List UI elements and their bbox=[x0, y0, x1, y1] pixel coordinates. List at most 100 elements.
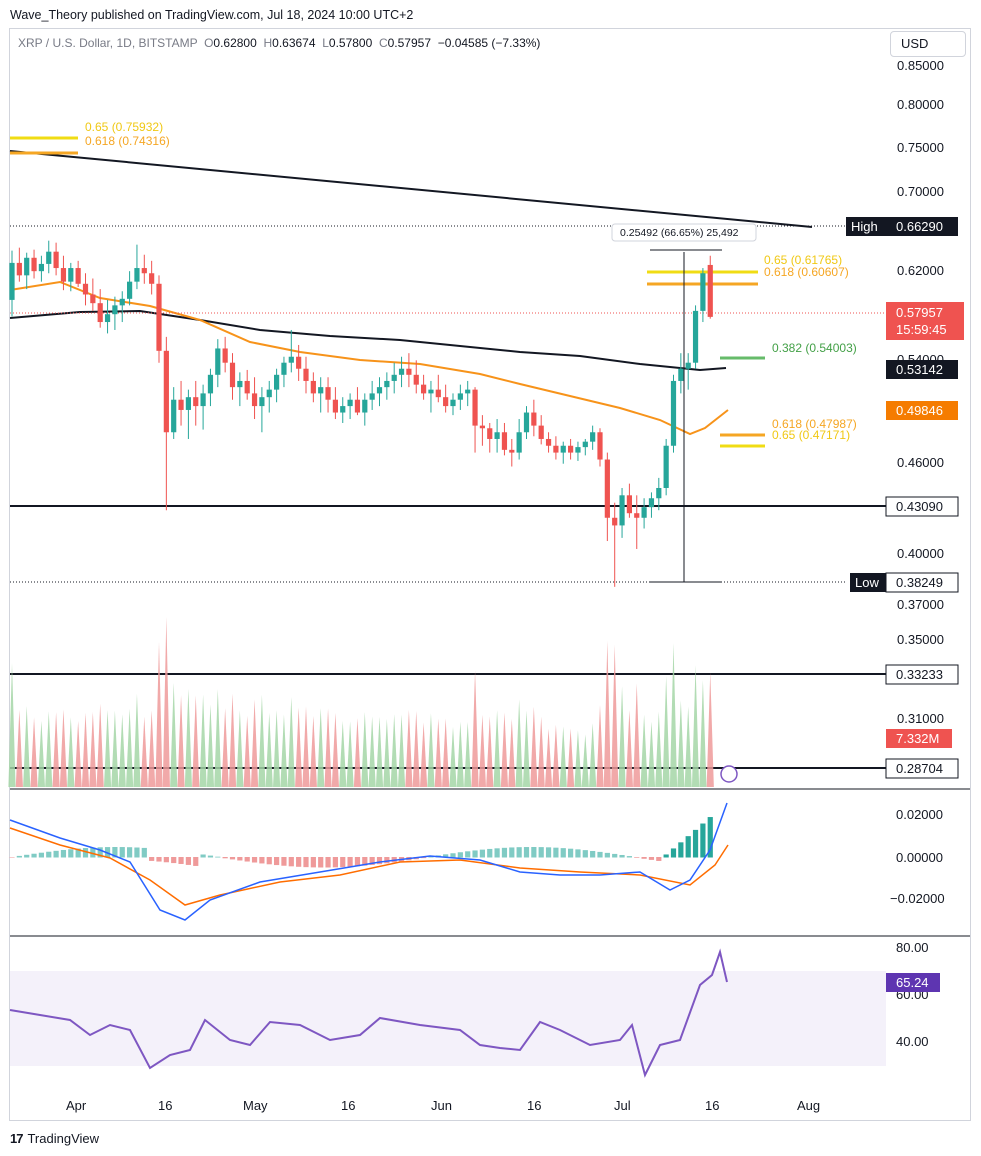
price-axis-tick: 0.35000 bbox=[897, 632, 944, 647]
macd-histogram-bar bbox=[685, 836, 691, 858]
candle-body bbox=[656, 487, 662, 499]
macd-histogram-bar bbox=[465, 851, 471, 858]
candle-body bbox=[487, 428, 493, 439]
footer-brand[interactable]: TradingView bbox=[27, 1131, 100, 1146]
level-tag-bg bbox=[886, 497, 958, 516]
candle-body bbox=[413, 374, 419, 385]
macd-histogram-bar bbox=[38, 852, 44, 858]
volume-bar bbox=[23, 706, 31, 787]
candle-body bbox=[678, 368, 684, 381]
volume-bar bbox=[37, 720, 45, 787]
macd-histogram-bar bbox=[332, 857, 338, 868]
macd-histogram-bar bbox=[185, 857, 191, 865]
macd-histogram-bar bbox=[31, 853, 37, 858]
candle-body bbox=[362, 399, 368, 413]
macd-histogram-bar bbox=[60, 849, 67, 858]
volume-bar bbox=[618, 686, 626, 787]
candle-body bbox=[369, 393, 375, 400]
macd-histogram-bar bbox=[362, 857, 368, 866]
time-axis-label: 16 bbox=[158, 1098, 172, 1113]
currency-button[interactable]: USD bbox=[890, 31, 966, 57]
candle-body bbox=[523, 412, 530, 433]
macd-histogram-bar bbox=[281, 857, 287, 866]
current-price-tag: 0.57957 bbox=[896, 305, 943, 320]
price-axis-tick: 0.31000 bbox=[897, 711, 944, 726]
candle-body bbox=[31, 257, 37, 272]
macd-histogram-bar bbox=[215, 856, 221, 858]
macd-histogram-bar bbox=[560, 848, 566, 858]
volume-bar bbox=[699, 680, 707, 787]
ma50-tag-bg bbox=[886, 401, 958, 420]
open-value: 0.62800 bbox=[213, 36, 257, 50]
macd-histogram-bar bbox=[479, 849, 485, 858]
macd-histogram-bar bbox=[318, 857, 324, 868]
alert-icon bbox=[720, 765, 738, 783]
candle-body bbox=[450, 399, 456, 407]
macd-histogram-bar bbox=[266, 857, 272, 865]
candle-body bbox=[376, 387, 383, 394]
price-axis-tick: 0.80000 bbox=[897, 97, 944, 112]
macd-histogram-bar bbox=[531, 847, 537, 858]
candle-body bbox=[97, 303, 103, 323]
macd-histogram-bar bbox=[376, 857, 383, 865]
volume-tag: 7.332M bbox=[896, 731, 939, 746]
macd-histogram-bar bbox=[501, 847, 508, 858]
symbol-name[interactable]: XRP / U.S. Dollar, 1D, BITSTAMP bbox=[18, 36, 198, 50]
volume-bar bbox=[103, 710, 112, 787]
candle-body bbox=[200, 393, 206, 407]
volume-bar bbox=[464, 722, 472, 787]
volume-bar bbox=[647, 721, 656, 787]
volume-bar bbox=[567, 728, 575, 787]
macd-histogram-bar bbox=[141, 847, 147, 858]
measure-label: 0.25492 (66.65%) 25,492 bbox=[620, 227, 739, 239]
macd-histogram-bar bbox=[229, 857, 236, 860]
candle-body bbox=[685, 362, 691, 369]
low-label: L bbox=[322, 36, 329, 50]
symbol-info: XRP / U.S. Dollar, 1D, BITSTAMP O0.62800… bbox=[18, 36, 540, 50]
macd-histogram-bar bbox=[523, 847, 530, 858]
signal-line bbox=[9, 827, 729, 906]
macd-histogram-bar bbox=[171, 857, 177, 864]
candle-body bbox=[538, 425, 544, 439]
volume-bar bbox=[346, 721, 354, 787]
rsi-value-tag: 65.24 bbox=[896, 975, 929, 990]
high-value-tag: 0.66290 bbox=[896, 219, 943, 234]
candle-body bbox=[281, 362, 287, 375]
volume-bar bbox=[162, 617, 170, 787]
volume-bar bbox=[8, 663, 16, 787]
volume-bar bbox=[522, 710, 531, 787]
volume-bar bbox=[508, 718, 516, 787]
candle-body bbox=[626, 495, 632, 514]
macd-histogram-bar bbox=[626, 856, 632, 858]
volume-bar bbox=[456, 721, 464, 787]
candle-body bbox=[229, 362, 236, 388]
time-axis-label: Apr bbox=[66, 1098, 87, 1113]
candle-body bbox=[259, 397, 265, 407]
macd-histogram-bar bbox=[553, 847, 559, 858]
volume-bar bbox=[206, 704, 215, 787]
candle-body bbox=[457, 393, 463, 400]
volume-bar bbox=[118, 714, 126, 787]
candle-body bbox=[641, 507, 647, 518]
macd-histogram-bar bbox=[163, 857, 169, 863]
trend-line bbox=[9, 150, 813, 228]
rsi-band bbox=[10, 971, 886, 1066]
volume-bar bbox=[199, 694, 207, 787]
volume-bar bbox=[170, 682, 178, 787]
candle-body bbox=[325, 387, 331, 400]
time-axis-label: 16 bbox=[341, 1098, 355, 1113]
volume-bar bbox=[375, 716, 384, 787]
ma50-line bbox=[9, 280, 729, 436]
volume-bar bbox=[81, 712, 90, 787]
volume-bar bbox=[390, 714, 398, 787]
volume-bar bbox=[669, 643, 678, 787]
candle-body bbox=[516, 432, 522, 453]
candle-body bbox=[435, 389, 441, 398]
candle-body bbox=[391, 374, 397, 381]
volume-bar bbox=[581, 734, 589, 787]
price-axis-tick: 0.37000 bbox=[897, 597, 944, 612]
current-price-bg bbox=[886, 302, 964, 340]
candle-body bbox=[553, 445, 559, 453]
high-tag-bg bbox=[846, 217, 886, 236]
